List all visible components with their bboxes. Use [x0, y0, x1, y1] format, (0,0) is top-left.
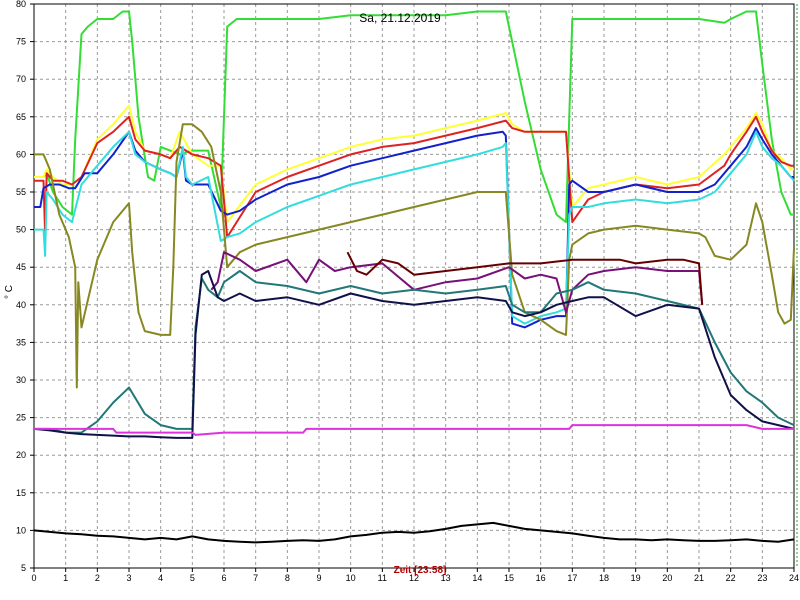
x-tick-label: 5: [190, 573, 195, 583]
x-tick-label: 22: [726, 573, 736, 583]
axes: [30, 3, 798, 572]
y-tick-label: 65: [16, 112, 26, 122]
y-tick-label: 25: [16, 413, 26, 423]
x-tick-label: 17: [567, 573, 577, 583]
x-tick-label: 2: [95, 573, 100, 583]
x-tick-label: 16: [536, 573, 546, 583]
series-line-10: [34, 424, 794, 436]
y-tick-label: 35: [16, 337, 26, 347]
series-lines: [33, 10, 795, 544]
series-line-6: [210, 251, 704, 314]
x-tick-label: 18: [599, 573, 609, 583]
x-tick-label: 0: [31, 573, 36, 583]
tick-labels: 0 1 2 3 4 5 6 7 8 9 10 11 12 13 14 15 16 17 18 19 20 21 22 23 24…: [16, 0, 799, 583]
y-axis-label: ° C: [4, 285, 15, 299]
x-tick-label: 14: [472, 573, 482, 583]
x-tick-label: 10: [346, 573, 356, 583]
y-tick-label: 70: [16, 74, 26, 84]
series-line-11: [33, 521, 795, 544]
series-line-7: [346, 251, 704, 305]
y-tick-label: 15: [16, 488, 26, 498]
x-tick-label: 19: [631, 573, 641, 583]
x-tick-label: 12: [409, 573, 419, 583]
series-line-9: [33, 270, 795, 439]
y-tick-label: 45: [16, 262, 26, 272]
series-line-4: [34, 130, 795, 325]
x-tick-label: 9: [316, 573, 321, 583]
chart-title: Sa, 21.12.2019: [359, 11, 441, 25]
x-tick-label: 7: [253, 573, 258, 583]
y-tick-label: 20: [16, 450, 26, 460]
y-tick-label: 60: [16, 149, 26, 159]
series-line-2: [34, 115, 794, 239]
x-tick-label: 20: [662, 573, 672, 583]
y-tick-label: 5: [21, 563, 26, 573]
x-tick-label: 24: [789, 573, 799, 583]
y-tick-label: 55: [16, 187, 26, 197]
x-axis-label: Zeit [23:58]: [394, 565, 447, 576]
x-tick-label: 8: [285, 573, 290, 583]
series-line-8: [34, 270, 795, 434]
x-tick-label: 1: [63, 573, 68, 583]
x-tick-label: 21: [694, 573, 704, 583]
x-tick-label: 4: [158, 573, 163, 583]
series-line-1: [34, 104, 794, 224]
y-tick-label: 80: [16, 0, 26, 9]
series-line-3: [34, 127, 794, 329]
x-tick-label: 15: [504, 573, 514, 583]
x-tick-label: 11: [378, 573, 387, 583]
y-tick-label: 50: [16, 225, 26, 235]
x-tick-label: 6: [221, 573, 226, 583]
x-tick-label: 13: [441, 573, 451, 583]
grid: [33, 3, 795, 569]
y-tick-label: 75: [16, 37, 26, 47]
series-line-5: [34, 123, 795, 389]
x-tick-label: 3: [126, 573, 131, 583]
x-tick-label: 23: [757, 573, 767, 583]
y-tick-label: 40: [16, 300, 26, 310]
y-tick-label: 10: [16, 525, 26, 535]
y-tick-label: 30: [16, 375, 26, 385]
series-line-0: [34, 10, 794, 224]
